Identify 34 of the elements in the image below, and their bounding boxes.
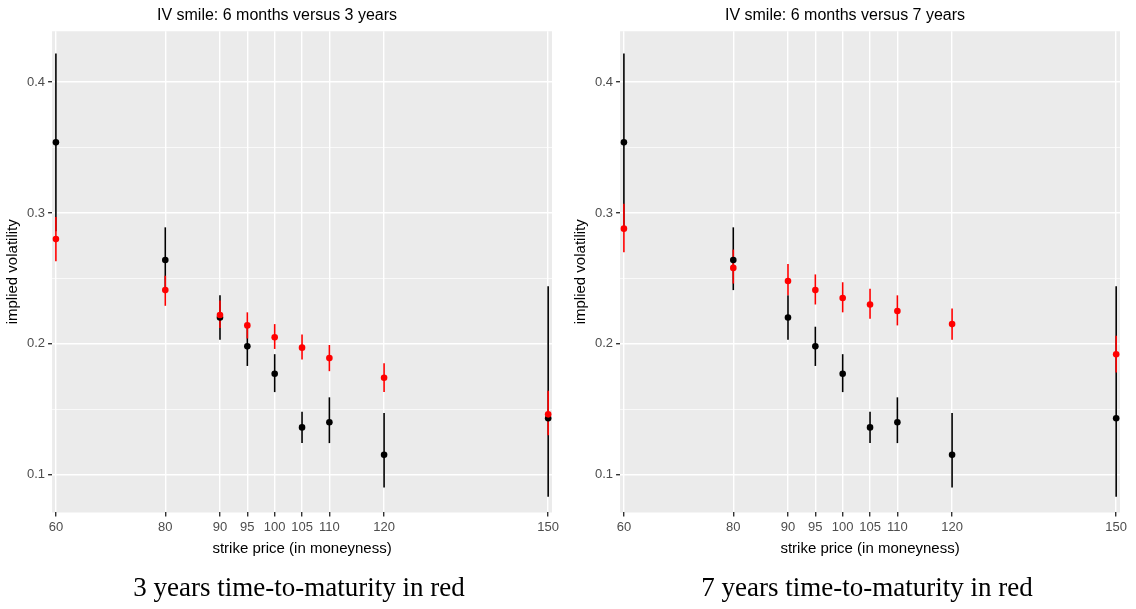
y-tick-label: 0.2: [594, 335, 614, 351]
x-tick-label: 110: [887, 518, 908, 534]
x-tick-label: 105: [291, 518, 313, 534]
x-tick-label: 60: [48, 518, 64, 534]
y-tick-label: 0.2: [26, 335, 46, 351]
x-tick-label: 95: [808, 518, 823, 534]
chart-title: IV smile: 6 months versus 7 years: [724, 6, 966, 24]
x-tick-label: 150: [537, 518, 560, 534]
x-tick-label: 80: [726, 518, 741, 534]
x-tick-label: 110: [319, 518, 340, 534]
x-tick-label: 150: [1105, 518, 1128, 534]
y-tick-label: 0.4: [594, 73, 614, 89]
y-tick-label: 0.1: [26, 466, 46, 482]
y-tick-label: 0.3: [26, 204, 46, 220]
x-tick-label: 95: [240, 518, 255, 534]
x-tick-label: 80: [158, 518, 173, 534]
x-tick-label: 90: [780, 518, 796, 534]
x-tick-label: 100: [263, 518, 286, 534]
text: 3 years time-to-maturity in red: [132, 572, 466, 603]
x-axis-title: strike price (in moneyness): [780, 539, 960, 557]
x-tick-label: 60: [616, 518, 632, 534]
x-axis-title: strike price (in moneyness): [212, 539, 392, 557]
y-axis-title: implied volatility: [3, 218, 21, 325]
text: 7 years time-to-maturity in red: [700, 572, 1034, 603]
chart-title: IV smile: 6 months versus 3 years: [156, 6, 398, 24]
y-tick-label: 0.1: [594, 466, 614, 482]
x-tick-label: 90: [212, 518, 228, 534]
x-tick-label: 120: [373, 518, 395, 534]
x-tick-label: 120: [941, 518, 963, 534]
y-tick-label: 0.3: [594, 204, 614, 220]
x-tick-label: 100: [831, 518, 854, 534]
x-tick-label: 105: [859, 518, 881, 534]
y-axis-title: implied volatility: [571, 218, 589, 325]
y-tick-label: 0.4: [26, 73, 46, 89]
